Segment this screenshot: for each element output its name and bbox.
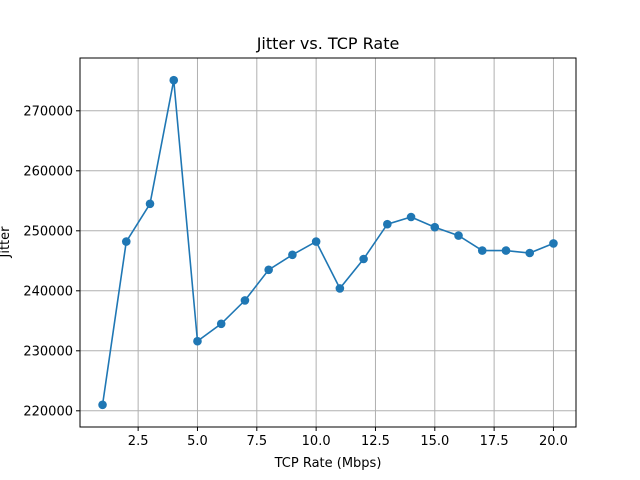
data-point: [406, 212, 416, 222]
x-tick-label: 7.5: [246, 434, 267, 449]
data-point: [240, 296, 250, 305]
x-tick-label: 15.0: [420, 434, 449, 449]
y-tick-label: 270000: [23, 104, 73, 119]
x-tick-label: 2.5: [128, 434, 149, 449]
data-point: [359, 254, 368, 264]
y-tick-label: 220000: [23, 404, 73, 419]
data-point: [264, 265, 273, 275]
data-point: [121, 237, 131, 246]
y-tick-label: 240000: [23, 284, 73, 299]
series-line: [101, 80, 554, 405]
y-axis-label: Jitter: [0, 226, 13, 259]
x-axis-label: TCP Rate (Mbps): [274, 456, 382, 471]
series-line-jitter: [98, 75, 558, 410]
data-point: [145, 199, 155, 209]
data-point: [383, 219, 392, 229]
grid-lines: [80, 58, 576, 427]
data-point: [216, 319, 226, 329]
x-tick-label: 12.5: [361, 434, 390, 449]
plot-frame: [79, 57, 577, 428]
data-point: [549, 239, 558, 248]
data-point: [169, 75, 179, 85]
x-tick-label: 5.0: [187, 434, 208, 449]
x-tick-label: 20.0: [539, 434, 568, 449]
data-point: [311, 237, 321, 246]
data-point: [335, 284, 345, 293]
x-tick-label: 17.5: [480, 434, 509, 449]
data-point: [454, 231, 463, 240]
data-point: [288, 250, 297, 260]
data-point: [193, 336, 202, 346]
data-point: [501, 246, 511, 255]
axis-ticks: 2.5 5.0 7.5 10.0 12.5 15.0 17.5 20.0 220000 23000…: [23, 104, 568, 449]
data-point: [98, 400, 107, 410]
y-tick-label: 230000: [23, 344, 73, 359]
chart-title: Jitter vs. TCP Rate: [256, 34, 400, 53]
data-point: [430, 222, 440, 232]
data-point: [477, 246, 487, 255]
x-tick-label: 10.0: [302, 434, 331, 449]
y-tick-label: 260000: [23, 164, 73, 179]
data-point: [525, 248, 535, 258]
y-tick-label: 250000: [23, 224, 73, 239]
